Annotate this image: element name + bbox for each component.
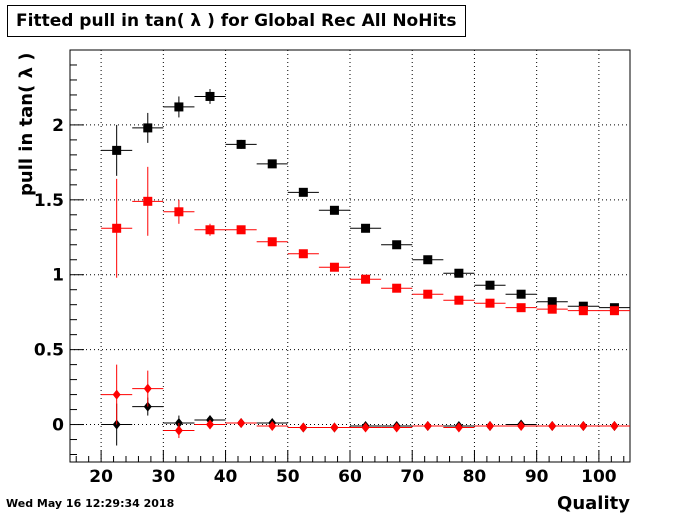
- data-point: [112, 145, 122, 155]
- data-point: [329, 205, 339, 215]
- x-tick-label: 90: [525, 467, 549, 487]
- data-point: [329, 262, 339, 272]
- data-point: [392, 422, 401, 433]
- data-point: [236, 139, 246, 149]
- x-tick-label: 80: [463, 467, 487, 487]
- y-tick-label: 1: [52, 266, 64, 286]
- data-point: [267, 159, 277, 169]
- x-axis-label: Quality: [557, 493, 630, 514]
- y-tick-label: 0.5: [34, 341, 64, 361]
- data-point: [143, 383, 152, 394]
- series-4: [101, 364, 630, 439]
- axis-ticks: 20 30 40 50 60 70 80 90 100 0 0.5 1 1.5 2: [34, 64, 625, 487]
- data-point: [486, 421, 494, 432]
- data-point: [236, 225, 246, 235]
- data-point: [516, 303, 526, 313]
- data-point: [174, 207, 184, 217]
- data-point: [143, 196, 153, 206]
- plot-border: [69, 49, 631, 463]
- data-point: [205, 91, 215, 101]
- x-tick-label: 50: [276, 467, 300, 487]
- x-tick-label: 60: [338, 467, 362, 487]
- data-points: [101, 88, 630, 446]
- data-point: [610, 421, 619, 432]
- data-point: [143, 123, 153, 133]
- data-point: [299, 422, 308, 433]
- data-point: [423, 421, 432, 432]
- data-point: [237, 418, 246, 429]
- data-point: [267, 237, 277, 247]
- data-point: [609, 306, 619, 316]
- grid-lines: [70, 50, 630, 462]
- chart-title: Fitted pull in tan( λ ) for Global Rec A…: [7, 5, 466, 37]
- data-point: [547, 304, 557, 314]
- x-tick-label: 30: [151, 467, 175, 487]
- data-point: [423, 255, 433, 265]
- data-point: [205, 225, 215, 235]
- data-point: [361, 422, 370, 433]
- data-point: [330, 422, 339, 433]
- series-1: [101, 88, 630, 313]
- data-point: [454, 295, 464, 305]
- data-point: [268, 421, 277, 432]
- plot-frame: [69, 49, 631, 463]
- data-point: [174, 425, 183, 436]
- data-point: [174, 102, 184, 112]
- series-3: [101, 397, 630, 446]
- x-tick-label: 70: [400, 467, 424, 487]
- series-2: [101, 166, 630, 316]
- data-point: [485, 298, 495, 308]
- data-point: [516, 289, 526, 299]
- axis-labels: Quality pull in tan( λ ): [16, 53, 630, 514]
- data-point: [112, 223, 122, 233]
- x-tick-label: 40: [214, 467, 238, 487]
- data-point: [548, 421, 557, 432]
- data-point: [361, 223, 371, 233]
- data-point: [298, 187, 308, 197]
- data-point: [454, 268, 464, 278]
- data-point: [454, 422, 463, 433]
- x-tick-label: 20: [89, 467, 113, 487]
- data-point: [112, 389, 121, 400]
- data-point: [517, 421, 526, 432]
- data-point: [578, 306, 588, 316]
- x-tick-label: 100: [581, 467, 617, 487]
- y-tick-label: 2: [52, 116, 64, 136]
- data-point: [361, 274, 371, 284]
- y-tick-label: 0: [52, 416, 64, 436]
- y-tick-label: 1.5: [34, 191, 64, 211]
- data-point: [392, 240, 402, 250]
- data-point: [485, 280, 495, 290]
- data-point: [392, 283, 402, 293]
- data-point: [423, 289, 433, 299]
- data-point: [298, 249, 308, 259]
- data-point: [206, 419, 214, 430]
- data-point: [579, 421, 588, 432]
- data-point: [547, 297, 557, 307]
- timestamp-label: Wed May 16 12:29:34 2018: [6, 497, 175, 510]
- y-axis-label: pull in tan( λ ): [16, 53, 37, 197]
